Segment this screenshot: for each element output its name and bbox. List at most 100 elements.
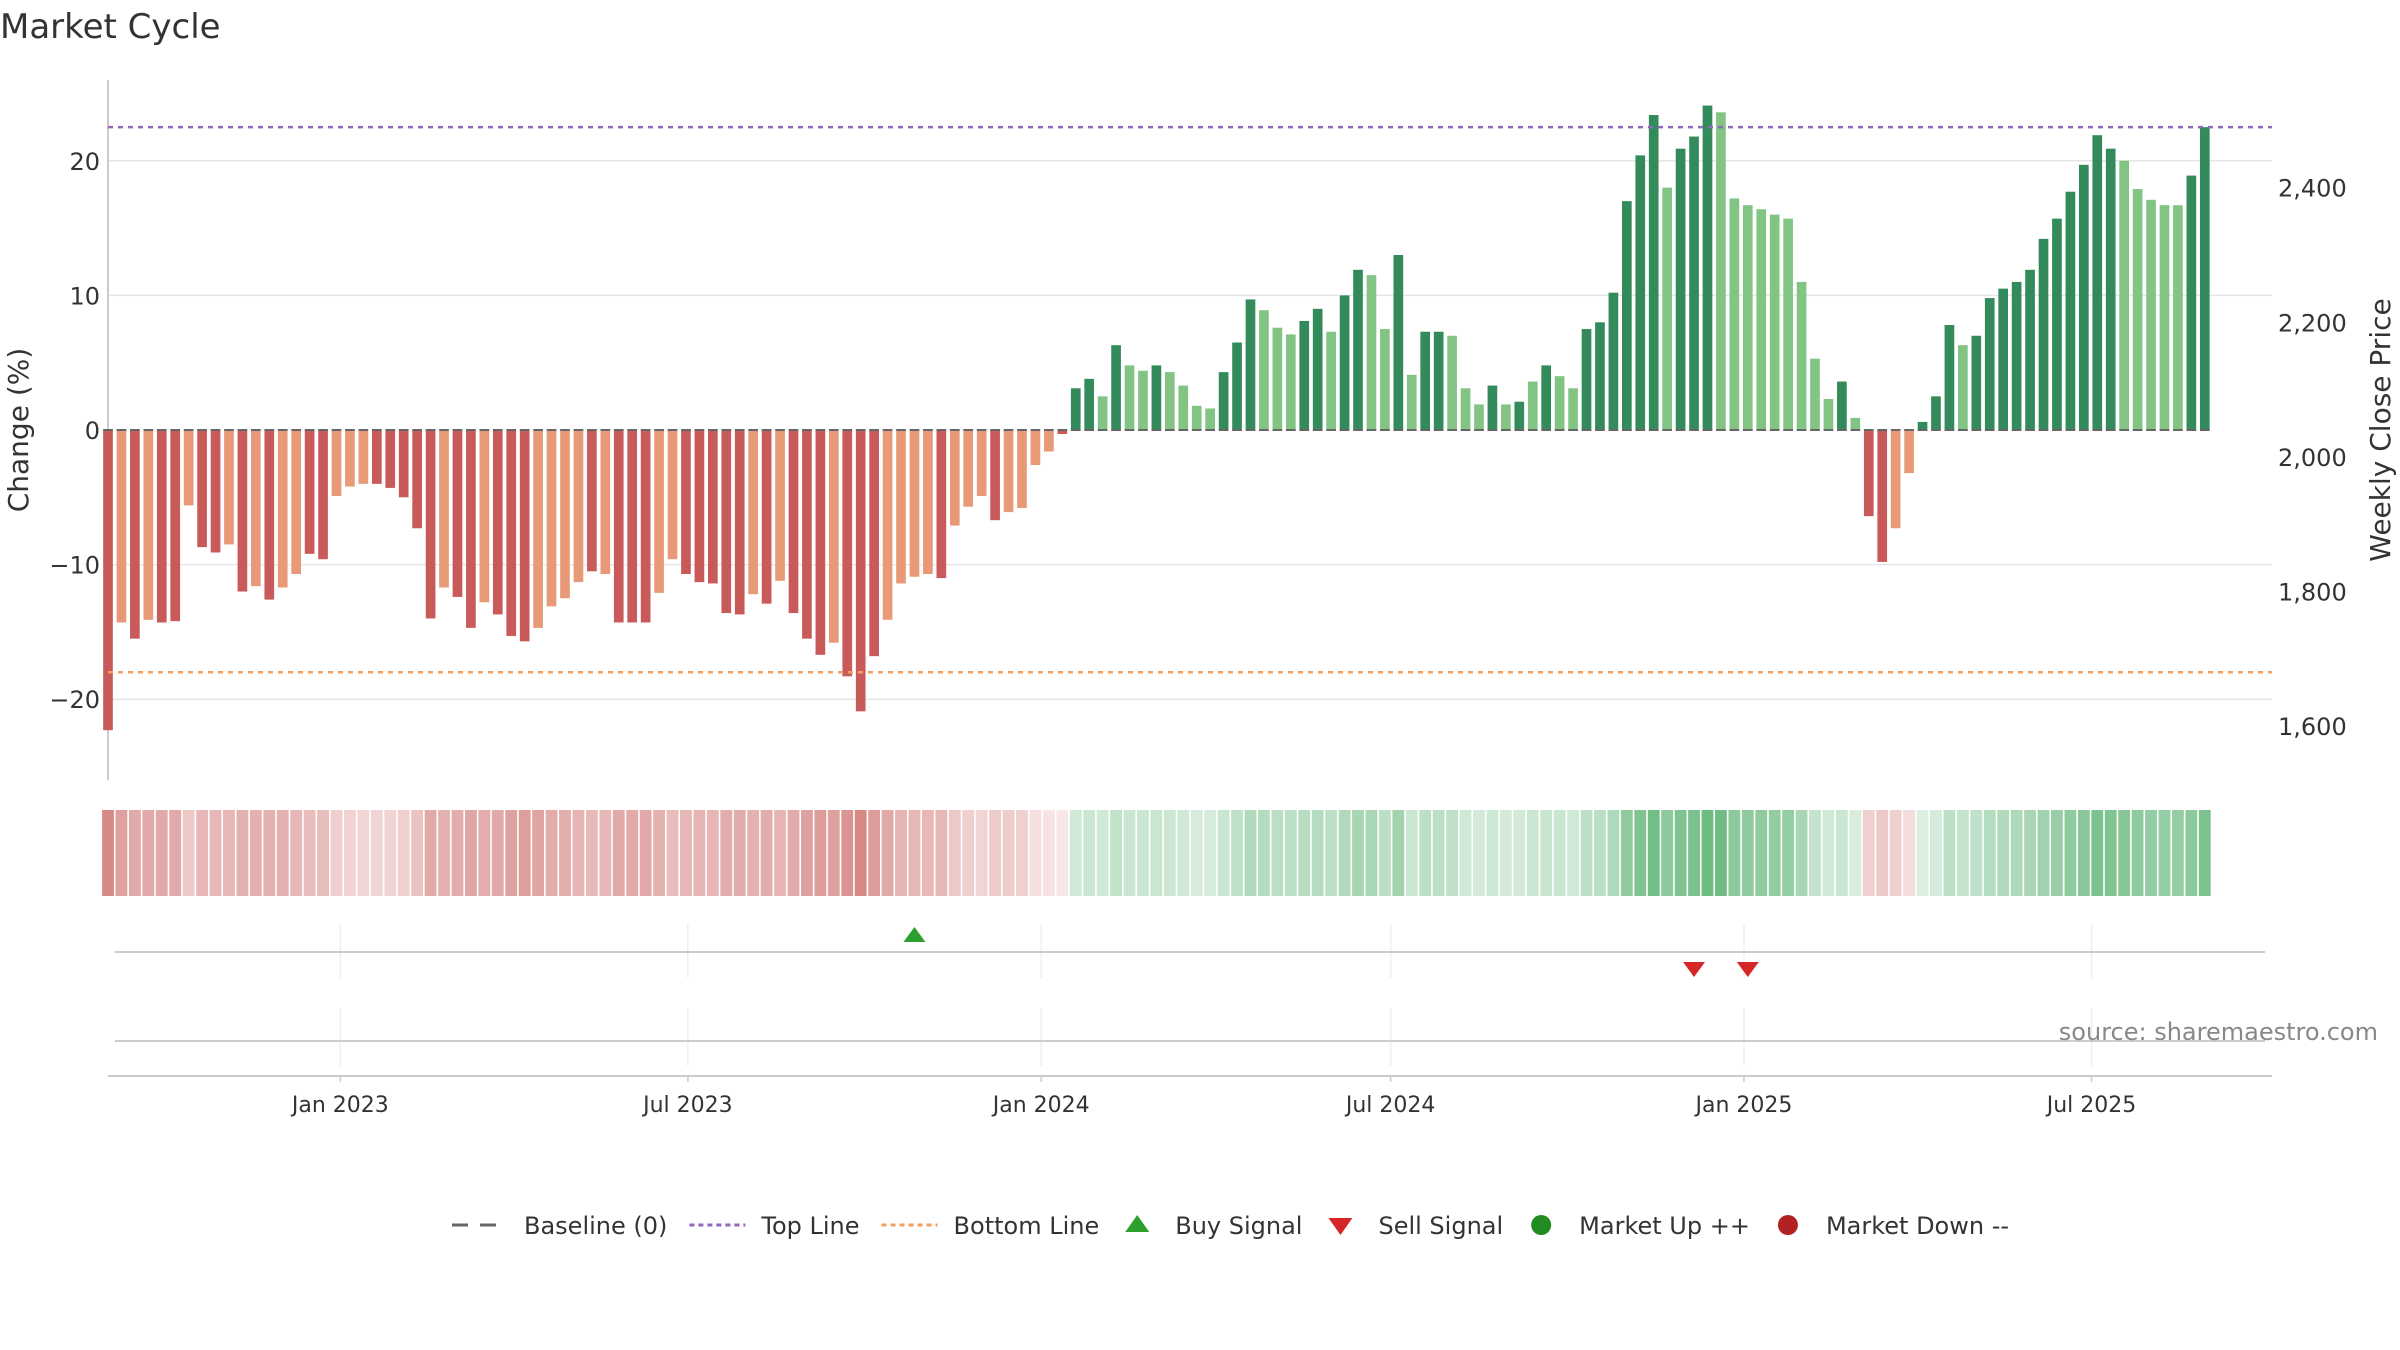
bar <box>1326 331 1336 430</box>
bar <box>560 430 570 599</box>
bar <box>1877 430 1888 562</box>
bar <box>439 430 449 588</box>
bar <box>116 430 127 623</box>
heat-cell <box>1217 810 1230 896</box>
heat-cell <box>2010 810 2023 896</box>
heat-cell <box>814 810 827 896</box>
heat-cell <box>1096 810 1109 896</box>
heat-cell <box>747 810 760 896</box>
heat-cell <box>370 810 383 896</box>
bar <box>506 430 517 636</box>
bar <box>2199 127 2210 430</box>
bar <box>2011 281 2022 430</box>
heat-cell <box>290 810 303 896</box>
signals-panel <box>115 924 2265 978</box>
bar <box>949 430 960 526</box>
heat-cell <box>1029 810 1042 896</box>
legend-item: Top Line <box>689 1212 860 1240</box>
bar <box>721 430 732 614</box>
heat-cell <box>182 810 195 896</box>
bar <box>1958 345 1968 430</box>
bar <box>156 430 167 623</box>
heat-cell <box>1849 810 1862 896</box>
bar <box>1581 329 1592 430</box>
buy-signal-marker <box>903 927 926 942</box>
bar <box>371 430 382 484</box>
bar <box>1635 155 1646 430</box>
bar <box>1111 345 1121 430</box>
legend-label: Buy Signal <box>1175 1212 1302 1240</box>
heat-cell <box>1499 810 1512 896</box>
bar <box>2159 205 2170 430</box>
bar <box>1057 430 1068 435</box>
heat-cell <box>424 810 437 896</box>
heat-cell <box>2077 810 2090 896</box>
heat-cell <box>2064 810 2077 896</box>
heat-cell <box>1271 810 1284 896</box>
bar <box>734 430 745 615</box>
bar <box>1393 255 1404 430</box>
reference-lines <box>108 125 2272 674</box>
bar <box>143 430 154 620</box>
heat-cell <box>1809 810 1821 896</box>
heatmap-strip <box>102 810 2211 896</box>
heat-cell <box>1903 810 1916 896</box>
bar <box>1944 325 1955 430</box>
heat-cell <box>1822 810 1835 896</box>
bar <box>855 430 866 712</box>
heat-cell <box>1016 810 1028 896</box>
bar <box>1178 385 1189 430</box>
bar <box>1837 381 1847 430</box>
heat-cell <box>1701 810 1714 896</box>
heat-cell <box>2198 810 2211 896</box>
x-tick-label: Jul 2024 <box>1344 1093 1436 1118</box>
bar <box>1366 275 1377 430</box>
bar <box>923 430 933 575</box>
bar <box>1164 372 1175 430</box>
bar <box>1447 335 1457 430</box>
bar <box>1487 385 1498 430</box>
bar <box>170 430 181 622</box>
bar <box>1285 334 1296 430</box>
heat-cell <box>1862 810 1875 896</box>
sell-signal-marker <box>1736 962 1759 977</box>
heat-cell <box>1916 810 1929 896</box>
heat-cell <box>357 810 370 896</box>
bar <box>654 430 664 593</box>
bar <box>1850 417 1861 430</box>
bar <box>963 430 974 507</box>
heat-cell <box>1177 810 1190 896</box>
bar <box>2132 189 2143 430</box>
bar <box>1474 404 1484 430</box>
bar <box>681 430 691 575</box>
bar <box>1191 405 1202 430</box>
bar <box>788 430 799 614</box>
bar <box>1420 331 1431 430</box>
bar <box>264 430 275 600</box>
heat-cell <box>962 810 975 896</box>
heat-cell <box>1594 810 1606 896</box>
bar <box>103 430 113 731</box>
y-tick-label: −10 <box>49 552 100 580</box>
heat-cell <box>1446 810 1459 896</box>
heat-cell <box>1258 810 1270 896</box>
bar <box>2186 175 2197 430</box>
heat-cell <box>1930 810 1942 896</box>
heat-cell <box>1513 810 1526 896</box>
heat-cell <box>921 810 934 896</box>
heat-cell <box>612 810 625 896</box>
bar <box>1151 365 1162 430</box>
heat-cell <box>451 810 464 896</box>
bar <box>1810 358 1820 430</box>
heat-cell <box>774 810 786 896</box>
x-tick-label: Jan 2025 <box>1694 1093 1793 1118</box>
heat-cell <box>2024 810 2036 896</box>
heat-cell <box>1526 810 1539 896</box>
bar <box>331 430 342 496</box>
heat-cell <box>1956 810 1969 896</box>
heat-cell <box>559 810 571 896</box>
heat-cell <box>209 810 222 896</box>
bar <box>1689 136 1699 431</box>
bar <box>1568 388 1578 430</box>
heat-cell <box>1311 810 1324 896</box>
